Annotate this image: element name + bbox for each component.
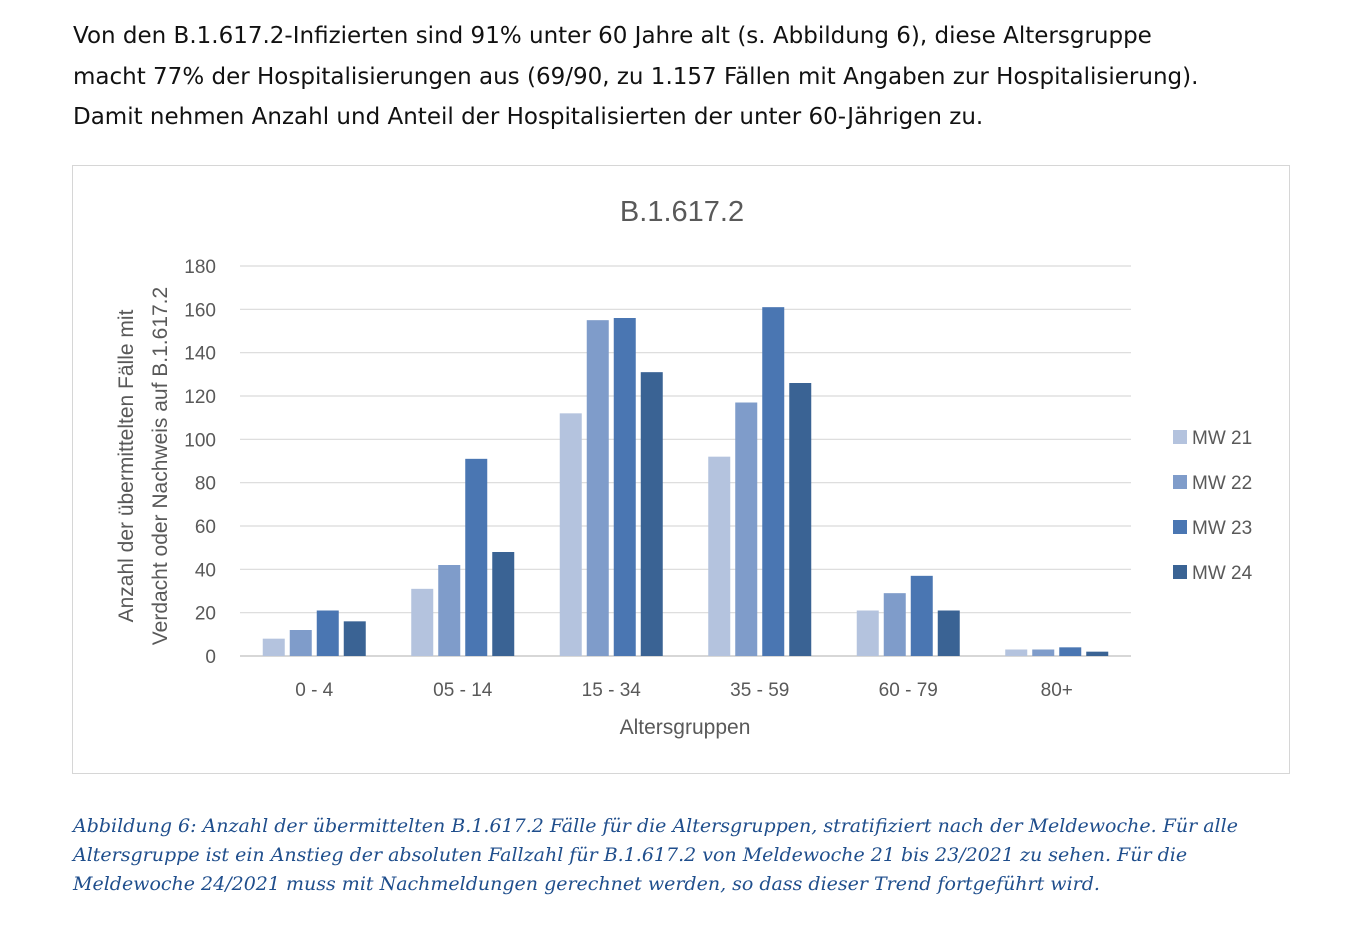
legend-swatch — [1173, 430, 1187, 444]
x-axis-ticks: 0 - 4 05 - 14 15 - 34 35 - 59 60 - 79 80+ — [295, 680, 1073, 701]
y-axis-label-line: Anzahl der übermittelten Fälle mit — [115, 309, 138, 622]
intro-line: macht 77% der Hospitalisierungen aus (69… — [73, 63, 1199, 90]
chart-title: B.1.617.2 — [620, 196, 744, 228]
bar-mw-24 — [937, 610, 960, 656]
bar-mw-21 — [708, 456, 731, 656]
y-tick-label: 40 — [195, 560, 216, 581]
legend-swatch — [1173, 565, 1187, 579]
x-tick-label: 35 - 59 — [730, 680, 789, 701]
x-tick-label: 80+ — [1041, 680, 1073, 701]
legend-swatch — [1173, 475, 1187, 489]
bar-mw-23 — [613, 318, 636, 656]
y-tick-label: 100 — [184, 430, 216, 451]
bar-mw-22 — [735, 402, 758, 656]
legend-label: MW 21 — [1192, 428, 1252, 449]
bar-mw-22 — [883, 593, 906, 656]
x-axis-label: Altersgruppen — [620, 716, 751, 739]
bar-mw-22 — [289, 630, 312, 656]
x-tick-label: 05 - 14 — [433, 680, 493, 701]
y-tick-label: 80 — [195, 474, 216, 495]
figure-caption: Abbildung 6: Anzahl der übermittelten B.… — [73, 812, 1303, 899]
y-tick-label: 0 — [205, 647, 216, 668]
legend-label: MW 22 — [1192, 473, 1252, 494]
caption-line: Altersgruppe ist ein Anstieg der absolut… — [73, 844, 1188, 866]
caption-line: Abbildung 6: Anzahl der übermittelten B.… — [73, 815, 1238, 837]
bar-mw-24 — [492, 552, 515, 656]
intro-line: Von den B.1.617.2-Infizierten sind 91% u… — [73, 23, 1152, 49]
bar-mw-21 — [559, 413, 582, 656]
intro-paragraph: Von den B.1.617.2-Infizierten sind 91% u… — [73, 16, 1313, 138]
bar-mw-23 — [465, 458, 488, 656]
bar-mw-21 — [1005, 649, 1028, 656]
bars — [262, 307, 1109, 656]
legend-swatch — [1173, 520, 1187, 534]
bar-mw-23 — [910, 575, 933, 656]
bar-mw-21 — [856, 610, 879, 656]
y-tick-label: 140 — [184, 344, 216, 365]
bar-mw-23 — [762, 307, 785, 656]
bar-mw-24 — [343, 621, 366, 656]
y-axis-label: Anzahl der übermittelten Fälle mit Verda… — [115, 287, 172, 645]
bar-mw-23 — [1059, 647, 1082, 656]
bar-mw-22 — [586, 320, 609, 656]
bar-mw-24 — [789, 383, 812, 656]
x-tick-label: 60 - 79 — [879, 680, 938, 701]
legend-label: MW 23 — [1192, 518, 1252, 539]
y-axis-label-line: Verdacht oder Nachweis auf B.1.617.2 — [149, 287, 172, 645]
y-tick-label: 20 — [195, 604, 216, 625]
bar-mw-22 — [438, 565, 461, 656]
bar-mw-22 — [1032, 649, 1055, 656]
bar-mw-24 — [640, 372, 663, 656]
intro-line: Damit nehmen Anzahl und Anteil der Hospi… — [73, 104, 984, 130]
y-tick-label: 60 — [195, 517, 216, 538]
bar-mw-21 — [411, 588, 434, 656]
legend: MW 21 MW 22 MW 23 MW 24 — [1173, 428, 1253, 584]
y-tick-label: 120 — [184, 387, 216, 408]
bar-mw-24 — [1086, 651, 1109, 656]
y-axis-ticks: 0 20 40 60 80 100 120 140 160 180 — [184, 257, 216, 668]
x-tick-label: 15 - 34 — [582, 680, 642, 701]
bar-chart: B.1.617.2 0 20 40 60 80 100 120 140 160 180 0 - 4… — [115, 196, 1253, 739]
bar-mw-21 — [262, 638, 285, 656]
figure-frame: B.1.617.2 0 20 40 60 80 100 120 140 160 180 0 - 4… — [72, 165, 1290, 774]
y-tick-label: 180 — [184, 257, 216, 278]
legend-label: MW 24 — [1192, 563, 1253, 584]
x-tick-label: 0 - 4 — [295, 680, 333, 701]
caption-line: Meldewoche 24/2021 muss mit Nachmeldunge… — [73, 873, 1100, 895]
y-tick-label: 160 — [184, 300, 216, 321]
bar-mw-23 — [316, 610, 339, 656]
gridlines — [240, 265, 1131, 657]
